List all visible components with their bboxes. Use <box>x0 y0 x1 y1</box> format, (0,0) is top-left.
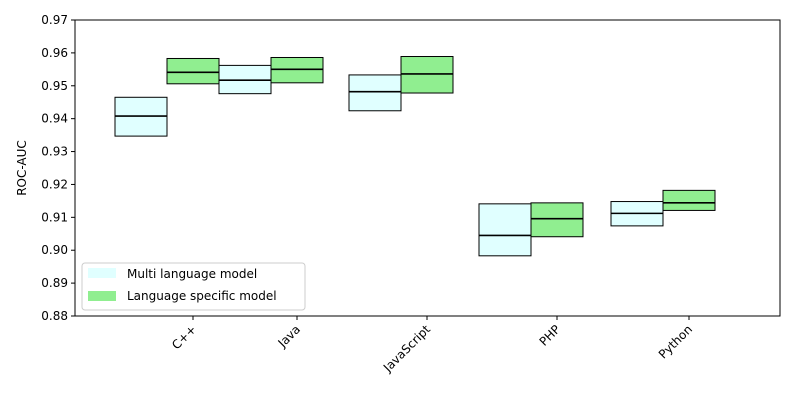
y-tick-label: 0.88 <box>41 309 68 323</box>
legend-frame <box>81 262 306 311</box>
box-specific <box>270 56 324 84</box>
x-tick-label: JavaScript <box>380 322 433 375</box>
box-specific <box>400 56 454 94</box>
y-tick-label: 0.96 <box>41 46 68 60</box>
y-axis-label: ROC-AUC <box>15 140 29 196</box>
legend-label-specific: Language specific model <box>127 289 277 303</box>
x-tick-label: PHP <box>537 322 564 349</box>
y-tick-label: 0.95 <box>41 79 68 93</box>
y-axis: 0.88 0.89 0.90 0.91 0.92 0.93 0.94 0.95 0.96 0.97 <box>41 13 75 323</box>
y-tick-label: 0.90 <box>41 243 68 257</box>
y-tick-label: 0.93 <box>41 145 68 159</box>
legend-swatch-multi <box>88 268 116 278</box>
y-tick-label: 0.91 <box>41 210 68 224</box>
x-tick-label: C++ <box>169 322 199 352</box>
box-multi <box>348 74 402 112</box>
box-specific <box>530 202 584 238</box>
x-tick-label: Python <box>656 322 695 361</box>
y-tick-label: 0.94 <box>41 112 68 126</box>
box-multi <box>478 203 532 257</box>
legend-swatch-specific <box>88 291 116 301</box>
legend-label-multi: Multi language model <box>127 267 257 281</box>
plot-area <box>114 56 716 257</box>
box-specific <box>662 189 716 211</box>
y-tick-label: 0.89 <box>41 276 68 290</box>
legend: Multi language model Language specific m… <box>81 262 306 311</box>
y-tick-label: 0.92 <box>41 177 68 191</box>
x-tick-label: Java <box>275 322 304 351</box>
box-specific <box>166 57 220 85</box>
x-axis: C++ Java JavaScript PHP Python <box>169 316 695 375</box>
y-tick-label: 0.97 <box>41 13 68 27</box>
